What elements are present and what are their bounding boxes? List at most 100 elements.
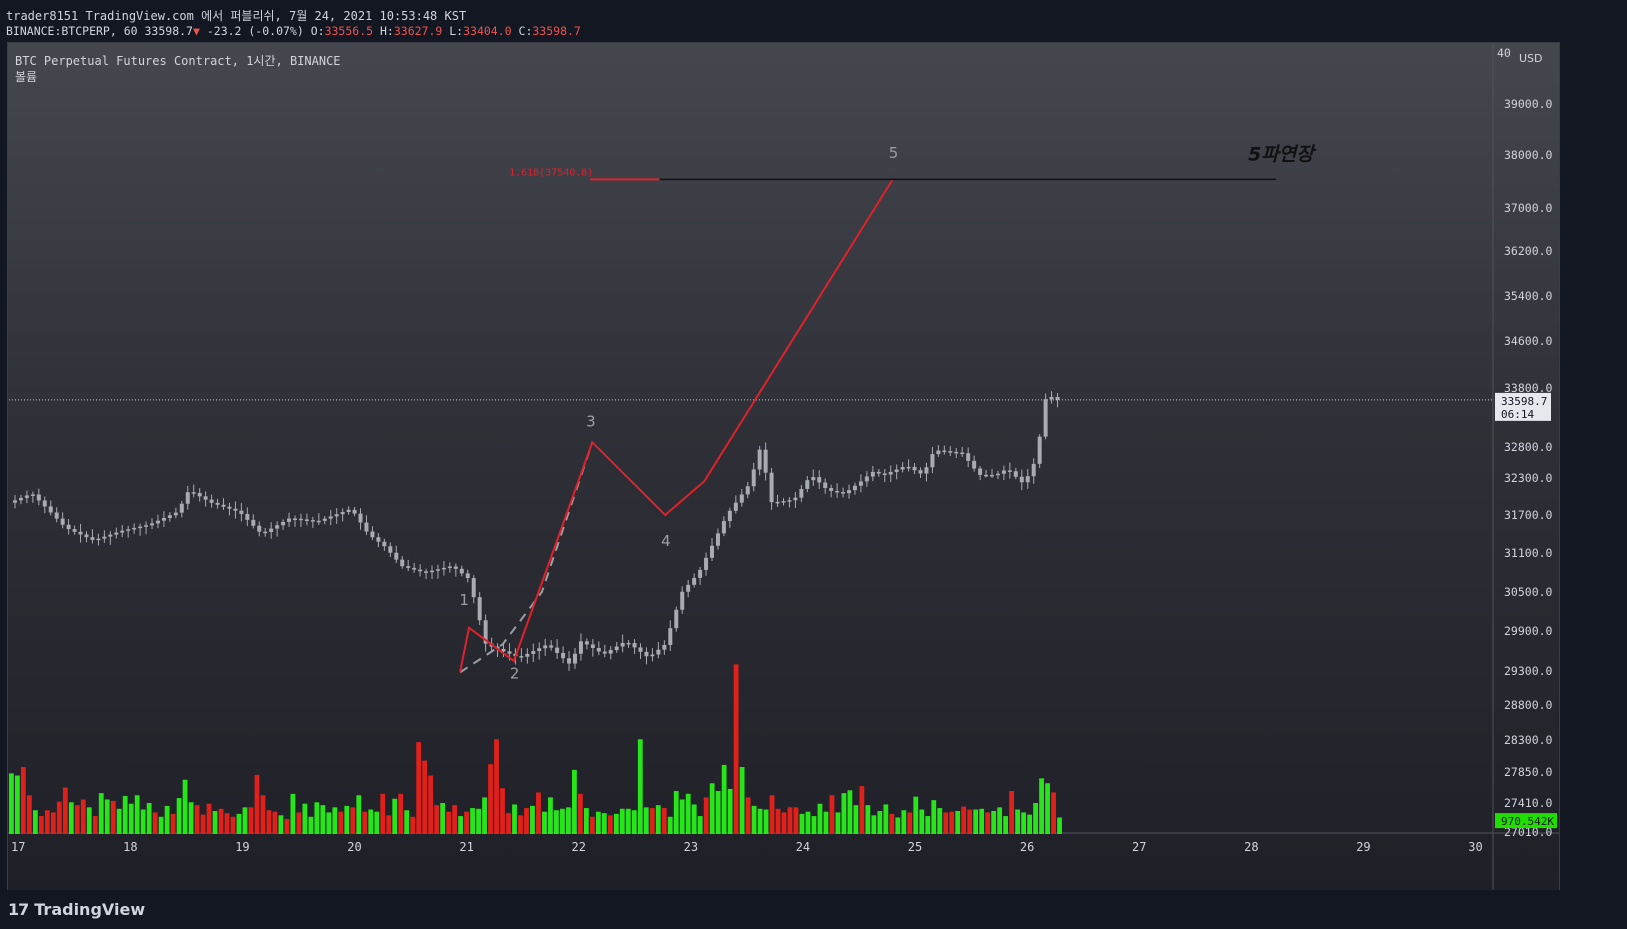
candle-body: [430, 570, 435, 573]
y-tick-label: 35400.0: [1504, 289, 1553, 303]
volume-bar: [404, 810, 410, 834]
candle-body: [322, 518, 327, 521]
low-value: 33404.0: [463, 24, 512, 38]
candle-body: [239, 510, 244, 515]
symbol-name[interactable]: BINANCE:BTCPERP, 60: [6, 24, 138, 38]
volume-bar: [715, 791, 721, 834]
volume-bar: [583, 808, 589, 834]
candle-body: [721, 521, 726, 534]
y-tick-label: 30500.0: [1504, 585, 1553, 599]
volume-bar: [1033, 803, 1038, 834]
candle-body: [817, 477, 822, 483]
volume-bar: [482, 797, 487, 834]
candle-body: [24, 495, 29, 498]
wave-label: 4: [661, 532, 671, 550]
volume-bar: [769, 795, 775, 834]
close-label: C:: [518, 24, 533, 38]
volume-bar: [853, 805, 859, 834]
volume-bar: [601, 813, 607, 834]
x-tick-label: 28: [1244, 840, 1258, 854]
candle-body: [269, 528, 274, 532]
volume-bar: [260, 795, 266, 834]
candle-body: [370, 531, 375, 538]
volume-bar: [476, 808, 481, 834]
candle-body: [120, 530, 125, 533]
candle-body: [739, 494, 744, 503]
volume-bar: [931, 800, 937, 834]
candle-body: [710, 545, 715, 558]
elliott-wave-line: [459, 178, 894, 673]
candle-body: [781, 501, 786, 503]
candle-body: [805, 480, 810, 489]
candle-body: [1013, 471, 1018, 477]
volume-bar: [236, 813, 242, 834]
open-label: O:: [310, 24, 325, 38]
candle-body: [787, 500, 792, 502]
volume-bar: [194, 805, 200, 834]
volume-bar: [727, 788, 733, 834]
candle-body: [608, 650, 613, 654]
candle-body: [310, 520, 315, 522]
volume-bar: [308, 816, 314, 834]
tradingview-brand[interactable]: 17 TradingView: [8, 900, 145, 919]
candle-body: [167, 515, 172, 518]
volume-bar: [290, 793, 296, 834]
volume-bar: [158, 816, 164, 834]
volume-bar: [895, 817, 901, 834]
candle-body: [888, 472, 893, 475]
volume-bar: [775, 808, 781, 834]
candle-body: [447, 566, 452, 569]
volume-bar: [536, 792, 541, 834]
candle-body: [358, 513, 363, 523]
candle-body: [400, 559, 405, 567]
candle-body: [936, 450, 941, 455]
volume-bar: [967, 809, 973, 834]
wave-dashed-projection: [459, 441, 594, 674]
volume-bar: [278, 815, 284, 834]
candle-body: [733, 502, 738, 511]
volume-bar: [913, 796, 919, 834]
price-chart[interactable]: BTC Perpetual Futures Contract, 1시간, BIN…: [8, 43, 1559, 891]
candle-body: [418, 569, 423, 572]
volume-bar: [14, 775, 20, 834]
y-tick-label: 37000.0: [1504, 201, 1553, 215]
candle-body: [108, 534, 113, 537]
chart-pane[interactable]: BTC Perpetual Futures Contract, 1시간, BIN…: [7, 42, 1560, 892]
candle-body: [507, 651, 512, 654]
volume-bar: [1009, 791, 1015, 834]
candle-body: [96, 538, 101, 541]
volume-bar: [446, 811, 452, 834]
volume-bar: [619, 808, 625, 834]
volume-bar: [799, 813, 805, 834]
series-legend-title: BTC Perpetual Futures Contract, 1시간, BIN…: [15, 54, 341, 68]
candle-body: [102, 536, 107, 539]
candle-body: [78, 531, 83, 535]
candle-body: [173, 512, 178, 516]
candle-body: [328, 516, 333, 519]
candle-body: [263, 531, 268, 534]
volume-bar: [518, 815, 523, 834]
last-price-badge: [1495, 392, 1551, 421]
wave5-extension-annotation: 5파연장: [1248, 143, 1317, 165]
candle-body: [1001, 470, 1006, 474]
candle-body: [394, 552, 399, 560]
candle-body: [197, 493, 202, 497]
candle-body: [13, 500, 17, 503]
y-tick-label: 28300.0: [1504, 733, 1553, 747]
candle-body: [209, 499, 214, 503]
candle-body: [686, 584, 691, 592]
volume-bar: [50, 812, 56, 834]
volume-badge: [1495, 813, 1557, 829]
candle-body: [138, 526, 143, 529]
candle-body: [215, 502, 220, 505]
candle-body: [501, 648, 506, 652]
candle-body: [811, 477, 816, 481]
volume-bar: [1003, 816, 1009, 834]
candle-body: [1031, 463, 1036, 477]
volume-bar: [685, 793, 691, 834]
countdown-badge-value: 06:14: [1501, 408, 1534, 421]
volume-bar: [673, 791, 679, 834]
volume-bar: [542, 811, 547, 834]
volume-bar: [134, 795, 140, 834]
volume-bar: [835, 812, 841, 834]
